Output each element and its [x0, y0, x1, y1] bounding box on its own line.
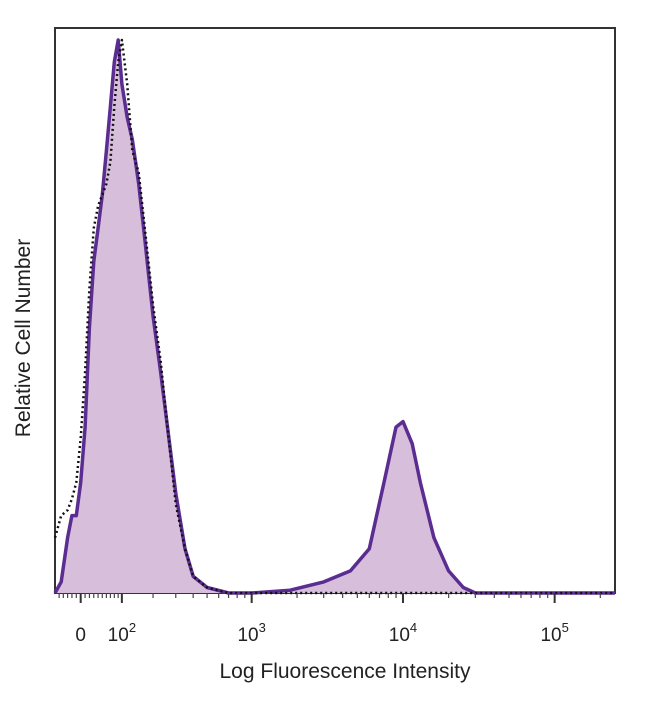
x-axis-title: Log Fluorescence Intensity [220, 660, 471, 683]
x-tick-label-1: 102 [108, 620, 136, 646]
x-tick-label-0: 0 [75, 625, 86, 646]
x-tick-label-4: 105 [540, 620, 568, 646]
series-2-line [53, 38, 615, 595]
x-tick-layer: 0 102 103 104 105 [58, 593, 601, 646]
x-tick-label-2: 103 [237, 620, 265, 646]
y-axis-title: Relative Cell Number [12, 239, 35, 437]
series-layer [53, 38, 615, 595]
series-1-area [55, 40, 615, 593]
x-tick-label-3: 104 [389, 620, 417, 646]
